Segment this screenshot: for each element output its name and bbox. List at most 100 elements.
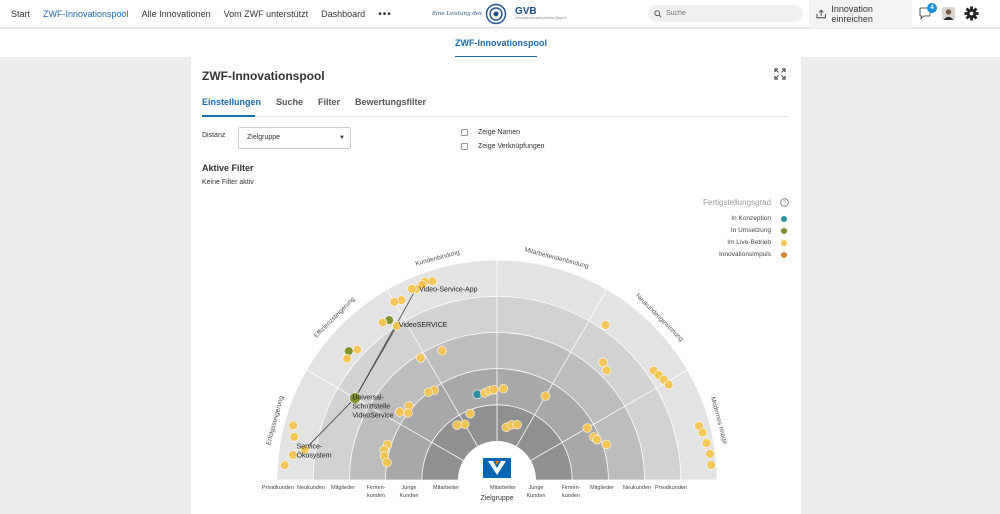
innovation-radar-chart[interactable]: ErfolgssteigerungEffizienzsteigerungKund… [191,57,801,514]
innovation-point[interactable] [342,353,352,364]
svg-text:?: ? [783,201,786,207]
innovation-name-label: VideoSERVICE [399,322,448,329]
innovation-point[interactable] [512,419,522,430]
innovation-point[interactable] [407,284,417,294]
x-axis-tick-label: Mitglieder [590,485,614,491]
checkbox-box[interactable] [461,129,468,136]
innovation-point[interactable] [377,317,388,328]
innovation-name-label: Schnittstelle [352,403,390,410]
x-axis-tick-label: Neukunden [623,485,651,491]
innovation-point[interactable] [540,391,551,401]
search-box[interactable] [648,5,803,22]
subheader-title[interactable]: ZWF-Innovationspool [455,38,547,48]
x-axis-tick-label: Firmen- [367,485,386,491]
innovation-point[interactable] [382,457,392,468]
distanz-label: Distanz [202,132,226,139]
innovation-point[interactable] [592,434,602,445]
active-filter-heading: Aktive Filter [202,163,254,173]
show-links-checkbox[interactable]: Zeige Verknüpfungen [461,143,545,150]
brand-logo[interactable]: Eine Leistung des GVB Genossenschaftsver… [432,3,567,25]
submit-innovation-button[interactable]: Innovation einreichen [809,0,912,28]
innovation-point[interactable] [288,420,298,431]
submit-innovation-label: Innovation einreichen [831,4,873,24]
distanz-select[interactable]: Zielgruppe ▼ [238,127,351,149]
innovation-point[interactable] [664,380,674,390]
x-axis-tick-label: Mitarbeiter [490,485,516,491]
search-input[interactable] [666,10,796,17]
tab-suche[interactable]: Suche [276,97,304,107]
nav-alle-innovationen[interactable]: Alle Innovationen [141,9,211,19]
nav-innovationspool[interactable]: ZWF-Innovationspool [43,9,129,19]
innovation-point[interactable] [701,438,712,448]
user-avatar[interactable] [942,7,955,20]
innovation-point[interactable] [395,407,405,417]
legend-title: Fertigstellungsgrad [703,198,772,207]
x-axis-tick-label: kunden [367,493,385,499]
x-axis-tick-label: Privatkunden [262,485,294,491]
innovation-point[interactable] [352,345,362,355]
show-names-label: Zeige Namen [478,129,521,136]
innovation-point[interactable] [465,408,475,419]
innovation-name-label: VideoService [352,412,393,419]
x-axis-tick-label: Privatkunden [655,485,687,491]
innovation-point[interactable] [460,419,470,429]
radar-sector-divider [530,369,688,461]
innovation-point[interactable] [349,392,361,404]
nav-dashboard[interactable]: Dashboard [321,9,366,19]
innovation-point[interactable] [392,321,402,331]
nav-start[interactable]: Start [11,9,31,19]
innovation-point[interactable] [706,460,716,470]
innovation-point[interactable] [601,439,612,450]
innovation-point[interactable] [280,460,290,470]
innovation-point[interactable] [389,297,399,307]
innovation-point[interactable] [598,357,608,367]
gvb-logo: GVB Genossenschaftsverband Bayern [515,7,567,21]
checkbox-box[interactable] [461,143,468,150]
x-axis-tick-label: Junge [529,485,544,491]
settings-gear-icon[interactable] [964,6,979,21]
x-axis-tick-label: Junge [402,485,417,491]
legend-dot-live [781,240,787,246]
tab-filter[interactable]: Filter [318,97,341,107]
innovation-point[interactable] [600,320,611,330]
gvb-subline: Genossenschaftsverband Bayern [514,16,567,21]
innovation-point[interactable] [300,444,310,455]
innovation-point[interactable] [498,384,509,394]
no-filter-text: Keine Filter aktiv [202,179,254,186]
innovation-point[interactable] [423,387,434,397]
bank-logo-accent [495,461,499,465]
legend-dot-umsetzung [781,228,787,234]
innovation-point[interactable] [416,353,426,363]
nav-more-button[interactable]: ••• [378,8,392,20]
bank-logo-mark [488,461,506,475]
x-axis-tick-label: Mitarbeiter [433,485,459,491]
tab-einstellungen[interactable]: Einstellungen [202,97,262,107]
innovation-point[interactable] [403,408,413,418]
innovation-point[interactable] [582,423,592,433]
x-axis-tick-label: Neukunden [297,485,325,491]
info-icon[interactable]: ? [780,198,789,207]
show-names-checkbox[interactable]: Zeige Namen [461,129,520,136]
dropdown-arrow-icon: ▼ [339,135,345,141]
innovation-point[interactable] [288,450,298,460]
legend-dot-impuls [781,252,787,258]
x-axis-tick-label: Kunden [400,493,419,499]
nav-vom-zwf-unterstuetzt[interactable]: Vom ZWF unterstützt [223,9,309,19]
search-icon [654,9,662,18]
tab-bewertungsfilter[interactable]: Bewertungsfilter [355,97,427,107]
page-title: ZWF-Innovationspool [202,69,325,83]
chat-bubble-icon [919,7,931,20]
innovation-point[interactable] [705,449,715,459]
innovation-point[interactable] [697,427,708,438]
legend-item-umsetzung: In Umsetzung [730,227,771,234]
innovation-point[interactable] [289,432,299,442]
innovation-link [304,397,356,450]
legend-item-live: Im Live-Betrieb [727,239,771,246]
innovation-point[interactable] [452,420,462,430]
innovation-point[interactable] [601,365,612,376]
fullscreen-icon[interactable] [774,68,786,80]
innovation-point[interactable] [437,346,447,356]
x-axis-tick-label: Kunden [527,493,546,499]
notifications-button[interactable]: 4 [918,3,937,22]
innovation-point[interactable] [489,384,499,395]
